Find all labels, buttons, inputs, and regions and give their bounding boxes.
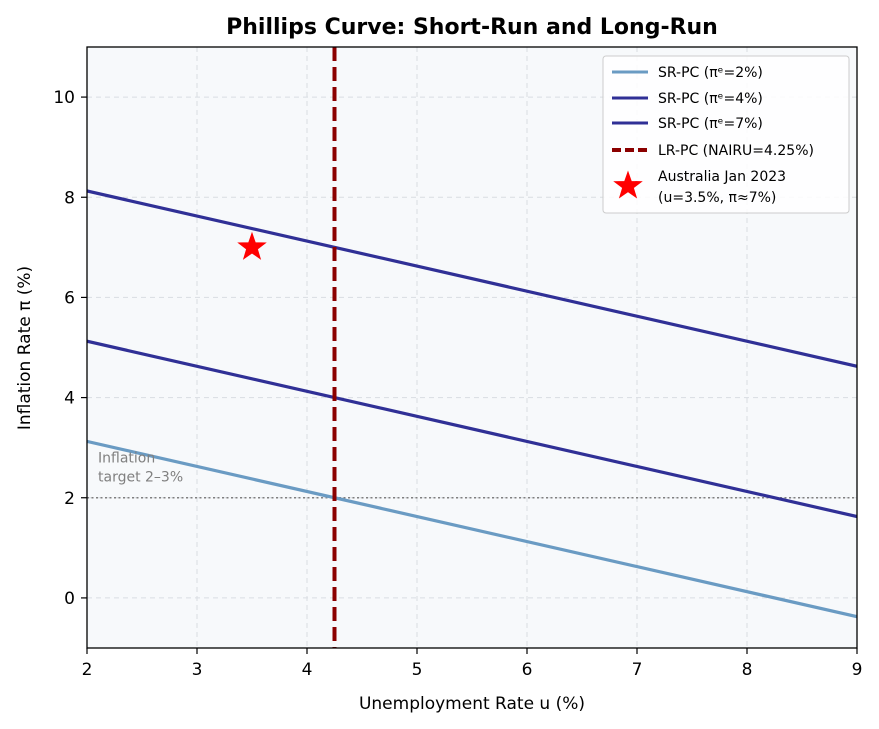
x-tick-label: 4: [302, 660, 313, 680]
legend-label-2: SR-PC (πᵉ=4%): [658, 91, 763, 107]
legend-point-sublabel: (u=3.5%, π≈7%): [658, 190, 776, 206]
series-lines: [87, 47, 857, 648]
annotations: Inflation target 2–3%: [98, 451, 183, 486]
legend-label-1: SR-PC (πᵉ=2%): [658, 65, 763, 81]
legend-star-icon: [613, 170, 643, 199]
data-points: [237, 231, 267, 260]
legend-label-4: LR-PC (NAIRU=4.25%): [658, 143, 814, 159]
x-tick-label: 9: [852, 660, 863, 680]
y-tick-label: 6: [64, 288, 75, 308]
grid: [86, 47, 858, 648]
target-annotation-line2: target 2–3%: [98, 470, 183, 486]
legend-point-label: Australia Jan 2023: [658, 169, 786, 185]
y-tick-label: 8: [64, 188, 75, 208]
legend-box: [602, 55, 850, 214]
series-line-expectation-2: [87, 439, 857, 619]
x-tick-label: 7: [632, 660, 643, 680]
x-tick-label: 2: [82, 660, 93, 680]
y-tick-label: 0: [64, 589, 75, 609]
y-tick-label: 4: [64, 389, 75, 409]
plot-frame: [86, 46, 858, 649]
series-line-expectation-4: [87, 339, 857, 519]
legend-label-3: SR-PC (πᵉ=7%): [658, 116, 763, 132]
x-tick-label: 3: [192, 660, 203, 680]
australia-star-marker: [237, 231, 267, 260]
y-axis-title: Inflation Rate π (%): [15, 266, 35, 430]
x-tick-label: 8: [742, 660, 753, 680]
series-line-expectation-7: [87, 189, 857, 368]
y-tick-label: 2: [64, 489, 75, 509]
x-tick-label: 5: [412, 660, 423, 680]
axis-ticks: 2 3 4 5 6 7 8 9 0 2 4 6 8 10: [53, 88, 862, 680]
legend: SR-PC (πᵉ=2%) SR-PC (πᵉ=4%) SR-PC (πᵉ=7%) L…: [602, 55, 850, 214]
x-tick-label: 6: [522, 660, 533, 680]
y-tick-label: 10: [53, 88, 75, 108]
x-axis-title: Unemployment Rate u (%): [359, 694, 585, 714]
target-annotation-line1: Inflation: [98, 451, 155, 467]
chart-title: Phillips Curve: Short-Run and Long-Run: [226, 15, 718, 40]
